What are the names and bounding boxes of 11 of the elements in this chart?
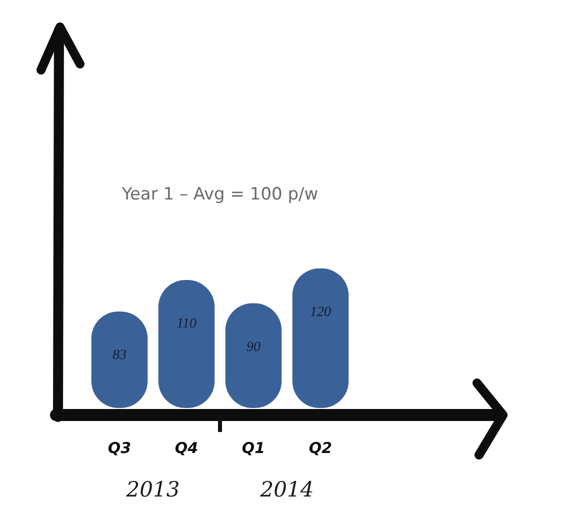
data-label: 83	[112, 348, 126, 364]
x-tick-label: Q1	[242, 438, 266, 457]
x-tick-label: Q3	[108, 438, 132, 457]
text: Year 1 – Avg = 100 p/w	[120, 184, 318, 205]
text: 2014	[259, 477, 314, 502]
data-label: 120	[310, 305, 331, 320]
x-tick-label: Q4	[174, 438, 198, 457]
x-tick-label: Q2	[308, 438, 332, 457]
data-label: 110	[176, 316, 196, 332]
data-label: 90	[246, 340, 260, 355]
text: 2013	[125, 477, 180, 502]
